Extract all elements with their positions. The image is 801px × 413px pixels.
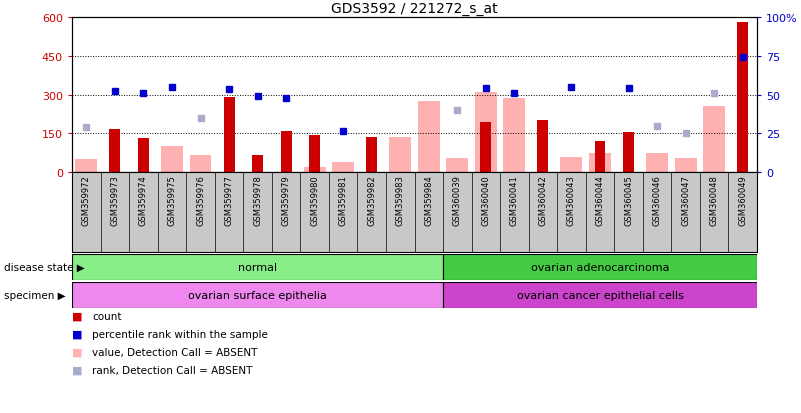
Text: GSM360041: GSM360041: [510, 175, 519, 225]
Text: ovarian surface epithelia: ovarian surface epithelia: [188, 290, 327, 300]
Text: GSM359977: GSM359977: [224, 175, 234, 226]
Text: GSM359978: GSM359978: [253, 175, 262, 226]
Text: GSM360048: GSM360048: [710, 175, 718, 226]
Text: GSM359972: GSM359972: [82, 175, 91, 225]
Text: GSM359976: GSM359976: [196, 175, 205, 226]
Bar: [72, 282, 443, 308]
Text: GSM359983: GSM359983: [396, 175, 405, 226]
Text: ■: ■: [72, 365, 83, 375]
Bar: [190, 156, 211, 173]
Text: GSM360045: GSM360045: [624, 175, 633, 225]
Bar: [223, 98, 235, 173]
Bar: [309, 135, 320, 173]
Bar: [737, 23, 748, 173]
Bar: [623, 133, 634, 173]
Text: value, Detection Call = ABSENT: value, Detection Call = ABSENT: [92, 347, 257, 357]
Text: ovarian adenocarcinoma: ovarian adenocarcinoma: [531, 262, 670, 272]
Text: ■: ■: [72, 347, 83, 357]
Text: GSM360047: GSM360047: [681, 175, 690, 226]
Bar: [252, 156, 263, 173]
Text: GSM360043: GSM360043: [567, 175, 576, 226]
Bar: [503, 99, 525, 173]
Bar: [594, 142, 606, 173]
Text: ■: ■: [72, 329, 83, 339]
Text: GSM360046: GSM360046: [653, 175, 662, 226]
Text: GSM360039: GSM360039: [453, 175, 462, 226]
Text: GSM359979: GSM359979: [282, 175, 291, 225]
Text: GSM359981: GSM359981: [339, 175, 348, 225]
Bar: [280, 131, 292, 173]
Bar: [481, 122, 491, 173]
Bar: [446, 159, 469, 173]
Bar: [443, 282, 757, 308]
Text: ovarian cancer epithelial cells: ovarian cancer epithelial cells: [517, 290, 683, 300]
Bar: [443, 254, 757, 280]
Text: GSM359982: GSM359982: [367, 175, 376, 225]
Text: rank, Detection Call = ABSENT: rank, Detection Call = ABSENT: [92, 365, 252, 375]
Bar: [72, 254, 443, 280]
Text: GSM359984: GSM359984: [425, 175, 433, 225]
Bar: [332, 162, 354, 173]
Bar: [646, 153, 668, 173]
Bar: [561, 157, 582, 173]
Bar: [75, 160, 98, 173]
Text: ■: ■: [72, 311, 83, 321]
Bar: [703, 107, 725, 173]
Bar: [674, 159, 697, 173]
Text: GSM360049: GSM360049: [739, 175, 747, 225]
Text: disease state ▶: disease state ▶: [4, 262, 85, 272]
Text: GSM359975: GSM359975: [167, 175, 176, 225]
Text: GSM359980: GSM359980: [310, 175, 319, 225]
Bar: [304, 167, 326, 173]
Text: count: count: [92, 311, 122, 321]
Text: GSM360044: GSM360044: [595, 175, 605, 225]
Bar: [161, 147, 183, 173]
Bar: [389, 138, 411, 173]
Title: GDS3592 / 221272_s_at: GDS3592 / 221272_s_at: [331, 2, 498, 16]
Bar: [537, 121, 549, 173]
Text: normal: normal: [238, 262, 277, 272]
Text: specimen ▶: specimen ▶: [4, 290, 66, 300]
Bar: [366, 138, 377, 173]
Bar: [418, 102, 440, 173]
Text: GSM360040: GSM360040: [481, 175, 490, 225]
Bar: [138, 139, 149, 173]
Text: percentile rank within the sample: percentile rank within the sample: [92, 329, 268, 339]
Bar: [475, 93, 497, 173]
Text: GSM359973: GSM359973: [111, 175, 119, 226]
Text: GSM359974: GSM359974: [139, 175, 148, 225]
Bar: [110, 130, 120, 173]
Bar: [589, 153, 611, 173]
Text: GSM360042: GSM360042: [538, 175, 547, 225]
